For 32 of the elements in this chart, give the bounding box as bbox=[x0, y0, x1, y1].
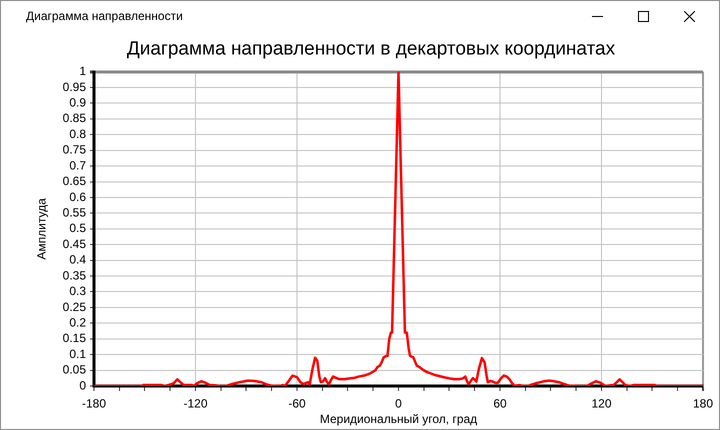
x-tick-label: 0 bbox=[395, 396, 402, 411]
y-tick-label: 0.2 bbox=[69, 315, 86, 330]
y-tick-label: 0.3 bbox=[69, 284, 86, 298]
y-tick-label: 0.8 bbox=[69, 126, 86, 141]
y-tick-label: 0.25 bbox=[62, 300, 86, 314]
y-tick-label: 0.75 bbox=[62, 142, 86, 157]
y-tick-label: 0.55 bbox=[62, 206, 86, 220]
y-tick-label: 0.45 bbox=[62, 236, 86, 251]
chart-title: Диаграмма направленности в декартовых координатах bbox=[126, 38, 616, 60]
y-tick-label: 0.1 bbox=[69, 346, 86, 361]
y-tick-label: 0.05 bbox=[62, 362, 86, 377]
y-tick-label: 0.6 bbox=[69, 190, 86, 204]
x-tick-label: -120 bbox=[183, 396, 208, 411]
y-tick-label: 0.4 bbox=[69, 252, 86, 267]
x-tick-label: -60 bbox=[288, 396, 306, 411]
y-tick-label: 0.35 bbox=[62, 268, 86, 282]
y-tick-label: 0.15 bbox=[62, 331, 86, 346]
y-axis-title: Амплитуда bbox=[34, 198, 49, 260]
text: Диаграмма направленности bbox=[26, 9, 183, 23]
x-axis-title: Меридиональный угол, град bbox=[320, 412, 478, 426]
x-tick-label: 120 bbox=[591, 396, 612, 411]
y-tick-label: 0.65 bbox=[62, 174, 86, 188]
y-tick-label: 0.95 bbox=[62, 80, 86, 94]
y-tick-label: 0.7 bbox=[69, 158, 86, 172]
y-tick-label: 1 bbox=[79, 64, 86, 78]
y-tick-label: 0.85 bbox=[62, 111, 86, 126]
y-tick-label: 0 bbox=[79, 378, 86, 392]
y-tick-label: 0.5 bbox=[69, 221, 86, 236]
x-tick-label: -180 bbox=[82, 396, 106, 411]
y-tick-label: 0.9 bbox=[69, 96, 86, 110]
x-tick-label: 60 bbox=[493, 396, 507, 411]
x-tick-label: 180 bbox=[692, 396, 714, 411]
